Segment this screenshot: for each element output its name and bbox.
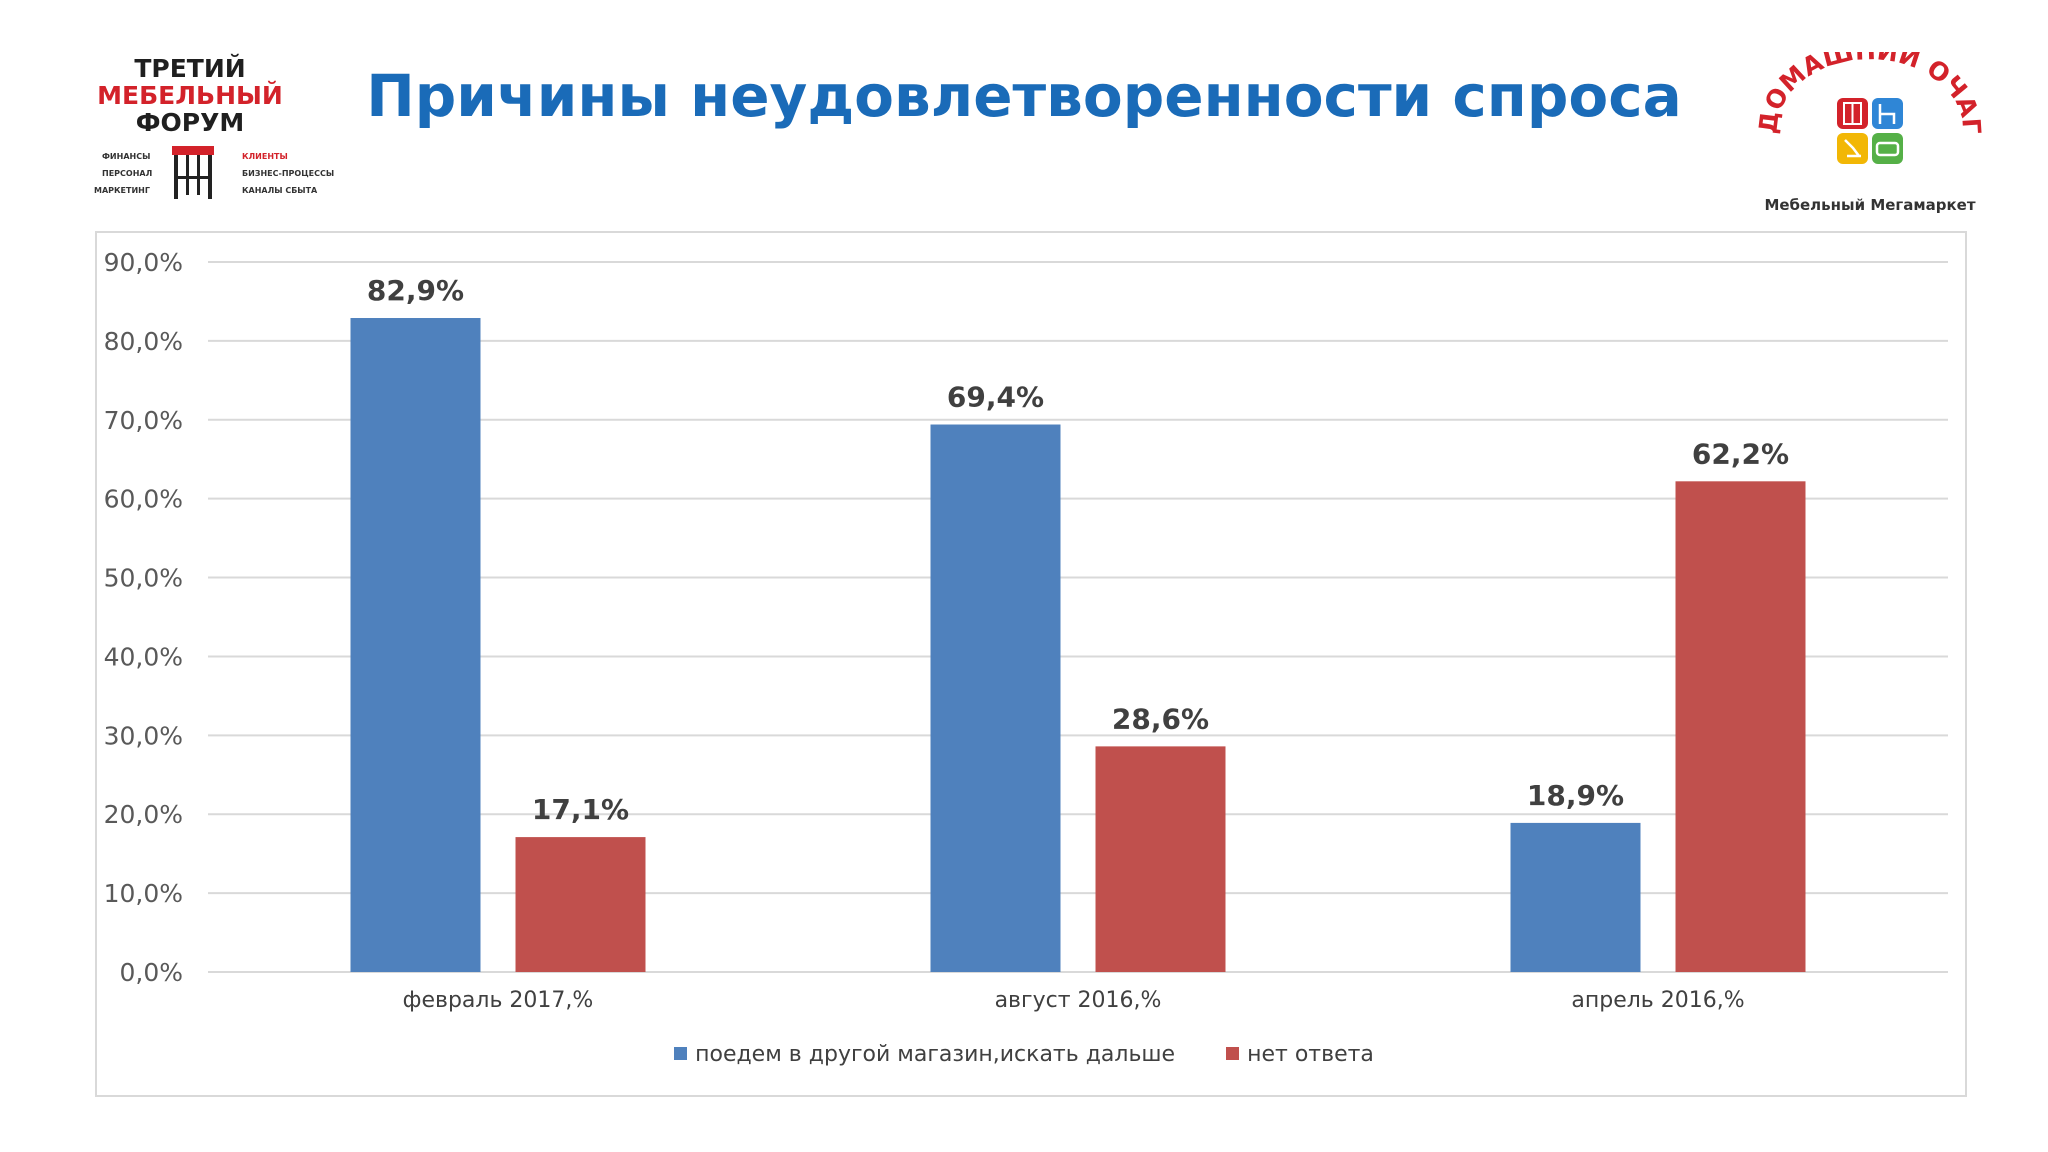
data-label: 69,4% xyxy=(947,381,1044,414)
bar-series2 xyxy=(515,837,646,972)
y-tick-label: 60,0% xyxy=(104,485,183,514)
page-title: Причины неудовлетворенности спроса xyxy=(366,62,1682,130)
y-tick-label: 0,0% xyxy=(119,958,183,987)
bar-series2 xyxy=(1675,481,1806,972)
y-tick-label: 90,0% xyxy=(104,248,183,277)
bar-series1 xyxy=(1510,822,1641,972)
store-logo-emblem: ДОМАШНИЙ ОЧАГ xyxy=(1753,36,1986,164)
legend-swatch-series1 xyxy=(674,1047,688,1060)
stool-icon xyxy=(172,146,214,199)
chart-legend: поедем в другой магазин,искать дальше не… xyxy=(0,1042,2048,1067)
y-tick-label: 30,0% xyxy=(104,721,183,750)
legend-label-series2: нет ответа xyxy=(1247,1042,1374,1067)
data-label: 18,9% xyxy=(1527,779,1624,812)
chart-frame xyxy=(95,231,1967,1097)
forum-logo-line3: ФОРУМ xyxy=(135,108,245,137)
forum-logo: ТРЕТИЙ МЕБЕЛЬНЫЙ ФОРУМ ФИНАНСЫ ПЕРСОНАЛ … xyxy=(90,54,334,206)
forum-left-item: ФИНАНСЫ xyxy=(102,152,151,161)
y-tick-label: 80,0% xyxy=(104,327,183,356)
forum-right-item: БИЗНЕС-ПРОЦЕССЫ xyxy=(242,169,335,178)
forum-logo-line2: МЕБЕЛЬНЫЙ xyxy=(97,81,283,110)
y-tick-label: 50,0% xyxy=(104,564,183,593)
data-label: 82,9% xyxy=(367,274,464,307)
bar-series2 xyxy=(1095,746,1226,972)
legend-label-series1: поедем в другой магазин,искать дальше xyxy=(695,1042,1176,1067)
data-label: 17,1% xyxy=(532,793,629,826)
y-tick-label: 10,0% xyxy=(104,879,183,908)
legend-item-series1: поедем в другой магазин,искать дальше xyxy=(674,1042,1175,1067)
bar-series1 xyxy=(930,424,1061,972)
y-tick-label: 40,0% xyxy=(104,642,183,671)
store-logo-tagline: Мебельный Мегамаркет xyxy=(1764,196,1976,214)
forum-left-item: ПЕРСОНАЛ xyxy=(102,169,153,178)
bar-series1 xyxy=(350,318,481,972)
store-logo: ДОМАШНИЙ ОЧАГ Мебельный Мегамаркет xyxy=(1753,36,1986,222)
legend-item-series2: нет ответа xyxy=(1226,1042,1374,1067)
forum-logo-line1: ТРЕТИЙ xyxy=(134,54,246,83)
data-label: 62,2% xyxy=(1692,437,1789,470)
x-tick-label: апрель 2016,% xyxy=(1571,988,1744,1013)
y-tick-label: 20,0% xyxy=(104,800,183,829)
sofa-icon xyxy=(1872,133,1903,164)
x-tick-label: август 2016,% xyxy=(995,988,1162,1013)
forum-left-item: МАРКЕТИНГ xyxy=(94,186,150,195)
y-tick-label: 70,0% xyxy=(104,406,183,435)
data-label: 28,6% xyxy=(1112,702,1209,735)
forum-right-item: КАНАЛЫ СБЫТА xyxy=(242,186,318,195)
x-tick-label: февраль 2017,% xyxy=(403,988,594,1013)
legend-swatch-series2 xyxy=(1226,1047,1240,1060)
forum-right-item: КЛИЕНТЫ xyxy=(242,152,288,161)
